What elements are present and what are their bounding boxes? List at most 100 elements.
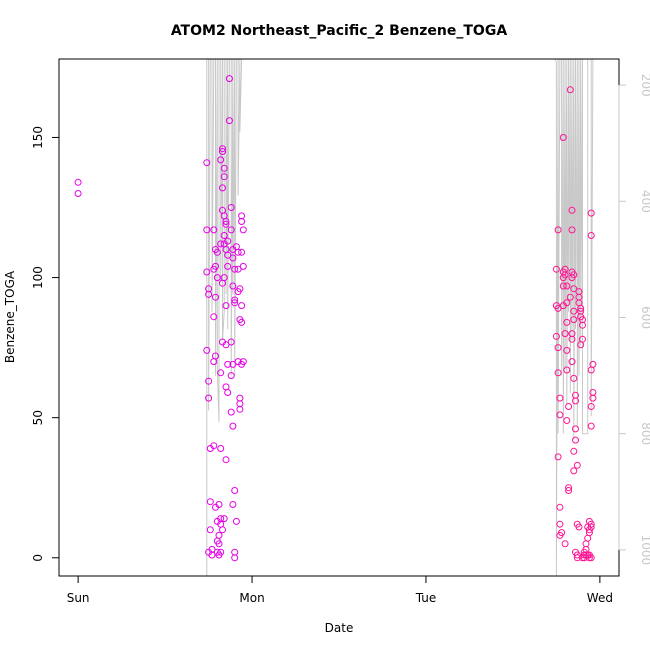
data-point (220, 232, 228, 239)
y-tick-label: 0 (31, 554, 45, 562)
data-point (573, 551, 581, 559)
data-point (568, 358, 576, 366)
data-point (205, 394, 213, 402)
y2-tick-label: 1000 (639, 535, 650, 566)
data-point (215, 501, 223, 508)
data-point (219, 279, 226, 287)
data-point (563, 366, 571, 374)
data-point (587, 554, 595, 562)
data-point (227, 204, 235, 211)
data-point (227, 408, 235, 416)
data-point (225, 117, 233, 125)
data-point (570, 374, 578, 382)
data-point (582, 540, 590, 548)
data-point (217, 240, 225, 248)
data-point (239, 262, 247, 270)
data-point (566, 86, 574, 94)
data-point (577, 341, 585, 349)
data-point (212, 293, 219, 301)
y2-tick-label: 200 (639, 74, 650, 97)
data-point (224, 262, 232, 270)
data-point (203, 159, 211, 167)
data-point (219, 184, 226, 192)
data-point (205, 290, 213, 298)
altitude-line-series (206, 58, 594, 577)
data-point (74, 190, 82, 197)
data-point (210, 358, 218, 366)
data-point (234, 288, 242, 296)
data-point (561, 330, 569, 338)
data-point (582, 545, 590, 553)
data-point (227, 372, 235, 380)
data-point (227, 338, 235, 346)
data-point (570, 285, 578, 293)
x-axis-label: Date (325, 621, 354, 635)
data-point (570, 307, 578, 315)
data-point (568, 226, 576, 234)
data-point (568, 274, 576, 282)
data-point (587, 422, 595, 430)
data-point (213, 248, 221, 256)
data-point (556, 503, 564, 511)
data-point (210, 313, 218, 321)
data-point (203, 226, 211, 234)
data-point (587, 403, 595, 410)
data-point (222, 218, 230, 225)
y-tick-label: 50 (31, 410, 45, 425)
data-point (589, 394, 597, 402)
data-point (206, 526, 214, 534)
data-point (219, 145, 226, 153)
data-point (572, 425, 579, 433)
data-point (222, 456, 230, 464)
data-point (587, 366, 595, 374)
data-point (563, 282, 571, 290)
data-point (563, 318, 571, 326)
data-point (225, 75, 233, 83)
data-point (584, 534, 592, 542)
y-tick-label: 150 (31, 126, 45, 149)
data-point (210, 442, 218, 450)
data-point (219, 148, 226, 155)
data-point (234, 248, 242, 256)
x-tick-label: Tue (415, 591, 437, 605)
altitude-line (206, 58, 594, 577)
data-point (232, 517, 240, 525)
data-point (238, 218, 246, 225)
data-point (552, 332, 560, 340)
data-point (565, 484, 573, 492)
data-point (219, 526, 226, 534)
data-point (554, 453, 562, 461)
data-point (224, 360, 232, 368)
chart-title: ATOM2 Northeast_Pacific_2 Benzene_TOGA (171, 23, 508, 39)
data-point (561, 271, 569, 279)
data-point (587, 209, 595, 217)
data-point (565, 487, 573, 494)
data-point (206, 498, 214, 506)
data-point (239, 226, 247, 234)
data-point (213, 274, 221, 282)
data-point (572, 397, 579, 405)
data-point (565, 403, 573, 410)
data-point (222, 341, 230, 349)
y-axis: 0 50 100 150 (31, 126, 60, 562)
data-point (231, 487, 239, 494)
data-point (239, 358, 247, 366)
data-point (220, 515, 228, 523)
data-point (220, 173, 228, 181)
data-point (203, 268, 211, 276)
data-point (556, 394, 564, 402)
data-point (210, 226, 218, 234)
data-point (554, 369, 562, 377)
data-point (559, 134, 567, 141)
data-point (231, 554, 239, 562)
data-point (224, 389, 232, 396)
y2-tick-label: 400 (639, 190, 650, 213)
data-point (222, 383, 230, 391)
data-point (556, 531, 564, 539)
data-point (552, 265, 560, 273)
data-point (234, 265, 242, 273)
data-point (570, 316, 578, 324)
data-point (570, 467, 578, 475)
data-point (229, 282, 237, 290)
